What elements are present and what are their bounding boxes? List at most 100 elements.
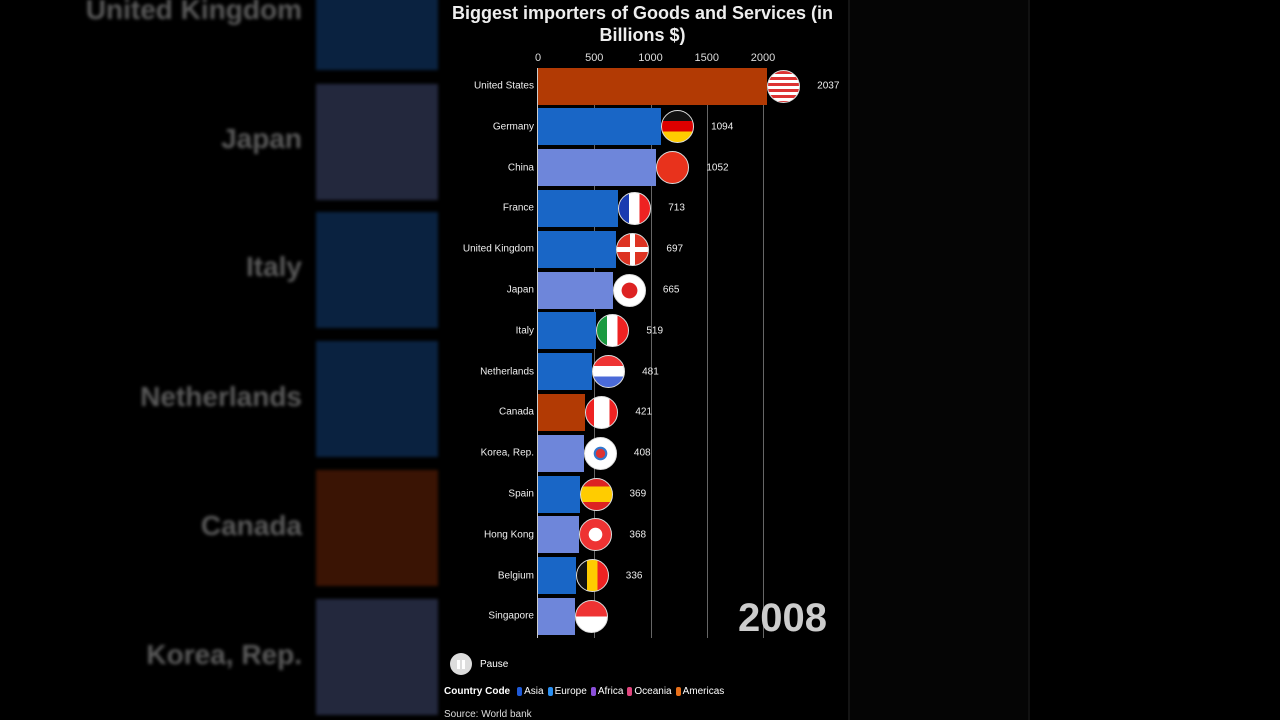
- legend-swatch: [517, 686, 523, 696]
- fr-flag-icon: [618, 191, 652, 225]
- bar-singapore: [538, 597, 575, 635]
- category-label: Korea, Rep.: [480, 447, 534, 459]
- legend-item[interactable]: Africa: [590, 686, 624, 697]
- pause-icon: [450, 653, 472, 675]
- bg-label: Japan: [221, 123, 302, 154]
- bg-bar: [316, 0, 438, 70]
- x-tick-label: 1500: [694, 52, 719, 64]
- category-label: United States: [473, 80, 534, 92]
- cn-flag-icon: [656, 151, 690, 185]
- nl-flag-icon: [592, 355, 626, 389]
- value-label: 1052: [706, 162, 729, 174]
- jp-flag-icon: [612, 273, 646, 307]
- bg-label: Netherlands: [140, 381, 302, 412]
- bar-china: [538, 149, 657, 187]
- bg-label: Korea, Rep.: [146, 639, 302, 670]
- pause-button[interactable]: Pause: [450, 653, 508, 675]
- category-label: Italy: [515, 325, 534, 337]
- gb-flag-icon: [616, 232, 650, 266]
- category-label: France: [502, 202, 534, 214]
- bg-bar: [316, 599, 438, 715]
- legend-swatch: [547, 686, 553, 696]
- bar-italy: [538, 312, 597, 350]
- category-label: Netherlands: [480, 366, 534, 378]
- gridline: [594, 68, 596, 638]
- legend-swatch: [590, 686, 596, 696]
- legend-label: Oceania: [634, 686, 672, 697]
- legend-item[interactable]: Oceania: [627, 686, 672, 697]
- bar-united-states: [538, 67, 768, 105]
- bar-canada: [538, 393, 586, 431]
- category-label: Hong Kong: [483, 529, 534, 541]
- value-label: 408: [633, 447, 651, 459]
- category-label: United Kingdom: [462, 243, 534, 255]
- source-note: Source: World bank: [444, 709, 532, 720]
- gridline: [706, 68, 708, 638]
- legend-swatch: [675, 686, 681, 696]
- category-label: Germany: [492, 121, 534, 133]
- value-label: 697: [666, 243, 684, 255]
- legend-label: Africa: [597, 686, 624, 697]
- y-axis-line: [537, 68, 538, 638]
- bg-bar: [316, 212, 438, 328]
- value-label: 1094: [711, 121, 734, 133]
- value-label: 2037: [817, 80, 840, 92]
- es-flag-icon: [579, 477, 613, 511]
- bg-label: Canada: [200, 510, 302, 541]
- bg-label: United Kingdom: [85, 0, 302, 25]
- category-label: Canada: [498, 406, 534, 418]
- kr-flag-icon: [583, 436, 617, 470]
- value-label: 481: [642, 366, 659, 378]
- value-label: 713: [668, 202, 685, 214]
- x-tick-label: 500: [585, 52, 604, 64]
- category-label: Singapore: [488, 610, 534, 622]
- blurred-background: United Kingdom Japan Italy Netherlands C…: [0, 0, 438, 720]
- category-label: Spain: [508, 488, 534, 500]
- gridline: [650, 68, 652, 638]
- legend-item[interactable]: Americas: [675, 686, 725, 697]
- bg-bar: [316, 470, 438, 586]
- bar-japan: [538, 271, 613, 309]
- legend: Country Code Asia Europe Africa Oceania Amer…: [444, 686, 728, 697]
- bar-hong-kong: [538, 516, 580, 554]
- bar-korea-rep-: [538, 434, 584, 472]
- legend-label: Europe: [554, 686, 587, 697]
- value-label: 665: [662, 284, 680, 296]
- bg-bar: [316, 84, 438, 200]
- it-flag-icon: [596, 314, 630, 348]
- value-label: 336: [625, 570, 643, 582]
- ca-flag-icon: [585, 395, 619, 429]
- sg-flag-icon: [575, 599, 608, 633]
- gridline: [763, 68, 764, 638]
- legend-swatch: [627, 686, 633, 696]
- value-label: 368: [629, 529, 647, 541]
- value-label: 369: [629, 488, 647, 500]
- legend-label: Americas: [682, 686, 725, 697]
- bar-belgium: [538, 557, 576, 595]
- bar-france: [538, 189, 619, 227]
- legend-title: Country Code: [444, 686, 511, 697]
- bar-spain: [538, 475, 580, 513]
- background-strip: [848, 0, 1030, 720]
- category-label: Japan: [506, 284, 534, 296]
- bar-netherlands: [538, 353, 593, 391]
- bg-bar: [316, 341, 438, 457]
- bg-label: Italy: [245, 251, 302, 282]
- legend-label: Asia: [524, 686, 544, 697]
- value-label: 519: [646, 325, 664, 337]
- value-label: 421: [635, 406, 653, 418]
- be-flag-icon: [575, 559, 609, 593]
- x-tick-label: 1000: [638, 52, 663, 64]
- legend-item[interactable]: Europe: [547, 686, 587, 697]
- pause-label: Pause: [480, 658, 509, 670]
- de-flag-icon: [661, 110, 695, 144]
- us-flag-icon: [767, 69, 801, 103]
- x-tick-label: 2000: [750, 52, 776, 64]
- hk-flag-icon: [579, 518, 613, 552]
- year-label: 2008: [738, 596, 827, 640]
- legend-item[interactable]: Asia: [517, 686, 544, 697]
- bar-united-kingdom: [538, 230, 617, 268]
- category-label: China: [507, 162, 534, 174]
- chart-title: Biggest importers of Goods and Services …: [451, 3, 834, 45]
- bar-germany: [538, 108, 662, 146]
